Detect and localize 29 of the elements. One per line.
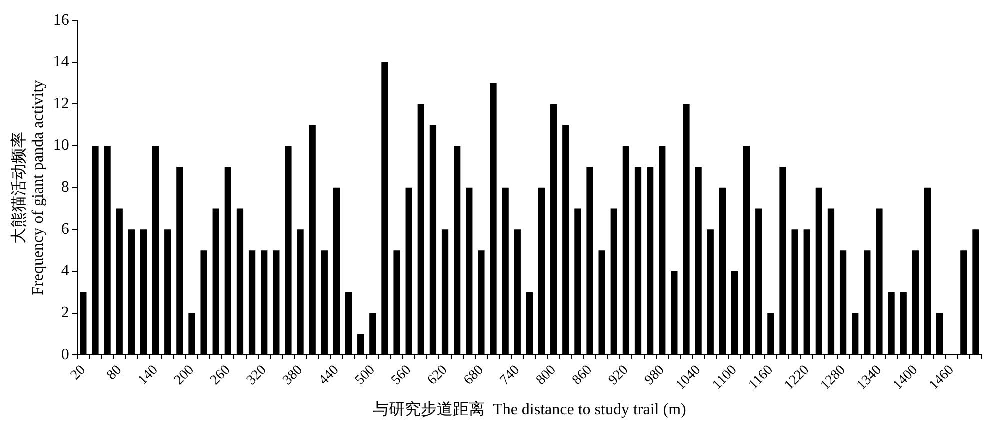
x-tick-label: 680 [461,362,487,388]
x-tick-label: 980 [642,362,668,388]
y-tick-label: 6 [61,220,70,238]
x-tick-label: 260 [208,362,234,388]
x-tick-label: 1160 [746,362,776,393]
x-tick-label: 500 [352,362,378,388]
x-tick-label: 200 [172,362,198,388]
y-tick-label: 8 [61,179,70,196]
x-tick-label: 920 [606,362,632,388]
x-tick-label: 80 [104,362,126,384]
y-tick-label: 14 [53,54,70,71]
y-tick-label: 12 [53,95,70,112]
y-tick-label: 2 [61,304,70,322]
y-tick-label: 16 [53,12,70,29]
x-tick-label: 320 [244,362,270,388]
y-tick-label: 0 [61,346,70,364]
x-tick-label: 20 [68,362,89,384]
x-tick-label: 620 [425,362,451,388]
x-tick-label: 740 [498,362,524,388]
x-tick-label: 860 [570,362,596,388]
y-axis-title: 大熊猫活动频率 Frequency of giant panda activity [10,80,48,296]
y-tick-label: 10 [53,137,70,154]
x-tick-label: 380 [280,362,306,388]
x-tick-label: 800 [534,362,560,388]
x-tick-label: 140 [136,362,162,388]
x-tick-label: 440 [316,362,342,388]
y-tick-label: 4 [61,262,70,280]
x-tick-label: 560 [389,362,415,388]
x-axis-title: 与研究步道距离 The distance to study trail (m) [373,400,686,419]
